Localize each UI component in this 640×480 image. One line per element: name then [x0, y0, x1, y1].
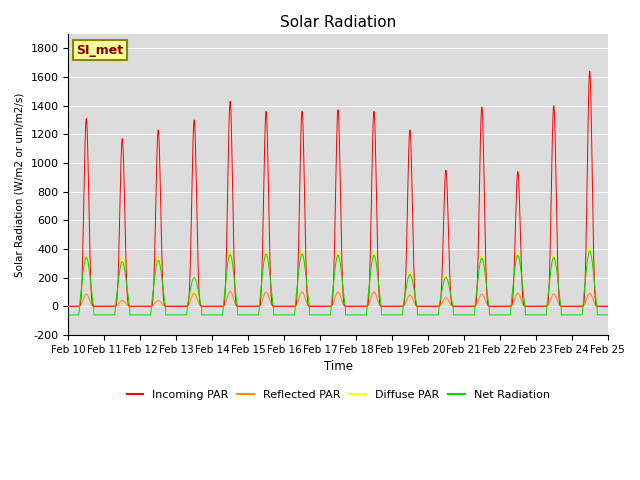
Title: Solar Radiation: Solar Radiation: [280, 15, 396, 30]
Legend: Incoming PAR, Reflected PAR, Diffuse PAR, Net Radiation: Incoming PAR, Reflected PAR, Diffuse PAR…: [122, 386, 554, 405]
X-axis label: Time: Time: [323, 360, 353, 373]
Text: SI_met: SI_met: [77, 44, 124, 57]
Y-axis label: Solar Radiation (W/m2 or um/m2/s): Solar Radiation (W/m2 or um/m2/s): [15, 92, 25, 276]
